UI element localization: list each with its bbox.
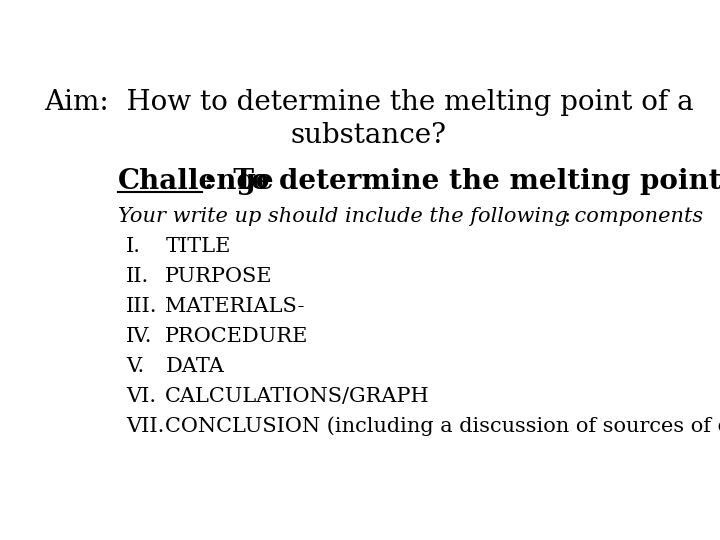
Text: CALCULATIONS/GRAPH: CALCULATIONS/GRAPH [166,387,430,406]
Text: :: : [564,207,571,226]
Text: PROCEDURE: PROCEDURE [166,327,309,346]
Text: I.: I. [126,238,141,256]
Text: VI.: VI. [126,387,156,406]
Text: Aim:  How to determine the melting point of a: Aim: How to determine the melting point … [44,89,694,116]
Text: Your write up should include the following components: Your write up should include the followi… [118,207,703,226]
Text: substance?: substance? [291,122,447,149]
Text: IV.: IV. [126,327,153,346]
Text: PURPOSE: PURPOSE [166,267,273,286]
Text: DATA: DATA [166,357,224,376]
Text: Challenge: Challenge [118,168,274,195]
Text: V.: V. [126,357,145,376]
Text: MATERIALS-: MATERIALS- [166,298,305,316]
Text: II.: II. [126,267,150,286]
Text: VII.: VII. [126,417,165,436]
Text: TITLE: TITLE [166,238,230,256]
Text: III.: III. [126,298,158,316]
Text: :  To determine the melting point of water.: : To determine the melting point of wate… [204,168,720,195]
Text: CONCLUSION (including a discussion of sources of error.): CONCLUSION (including a discussion of so… [166,417,720,436]
